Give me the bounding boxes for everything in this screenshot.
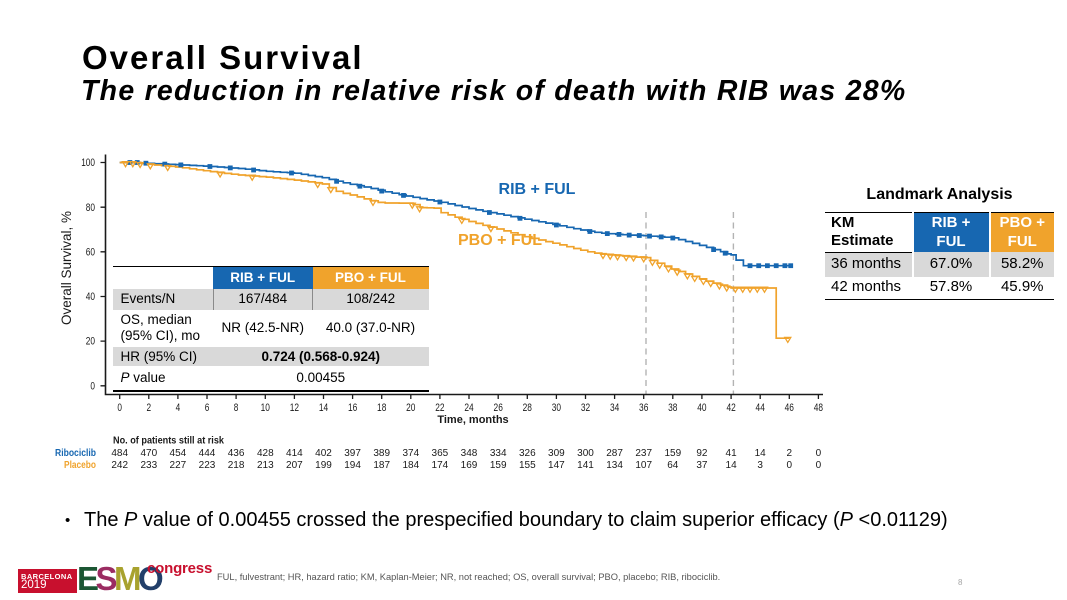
svg-text:444: 444 [199,448,216,459]
svg-text:30: 30 [552,402,561,414]
svg-text:14: 14 [319,402,328,414]
svg-text:28: 28 [523,402,532,414]
svg-text:2: 2 [147,402,152,414]
svg-text:227: 227 [170,460,187,471]
svg-text:12: 12 [290,402,299,414]
svg-text:237: 237 [635,448,652,459]
svg-text:20: 20 [406,402,415,414]
svg-text:60: 60 [86,246,95,258]
svg-text:107: 107 [635,460,652,471]
svg-text:199: 199 [315,460,332,471]
svg-text:233: 233 [140,460,157,471]
svg-text:0: 0 [816,460,822,471]
svg-text:PBO + FUL: PBO + FUL [458,232,542,249]
svg-text:32: 32 [581,402,590,414]
svg-text:37: 37 [696,460,708,471]
svg-text:18: 18 [377,402,386,414]
svg-text:194: 194 [344,460,361,471]
svg-text:213: 213 [257,460,274,471]
svg-text:0: 0 [787,460,793,471]
svg-text:159: 159 [490,460,507,471]
svg-text:187: 187 [373,460,390,471]
svg-text:26: 26 [494,402,503,414]
svg-text:34: 34 [610,402,619,414]
svg-text:38: 38 [668,402,677,414]
svg-text:22: 22 [435,402,444,414]
svg-text:0: 0 [816,448,822,459]
svg-text:223: 223 [199,460,216,471]
svg-text:242: 242 [111,460,128,471]
svg-text:No. of patients still at risk: No. of patients still at risk [113,436,224,447]
svg-text:46: 46 [785,402,794,414]
svg-text:326: 326 [519,448,536,459]
svg-text:0: 0 [117,402,122,414]
svg-text:3: 3 [757,460,763,471]
svg-text:147: 147 [548,460,565,471]
svg-text:Time, months: Time, months [437,414,508,426]
svg-text:436: 436 [228,448,245,459]
svg-text:40: 40 [697,402,706,414]
svg-text:8: 8 [234,402,239,414]
svg-text:484: 484 [111,448,128,459]
svg-text:42: 42 [726,402,735,414]
svg-text:14: 14 [755,448,767,459]
svg-text:287: 287 [606,448,623,459]
svg-text:207: 207 [286,460,303,471]
svg-text:14: 14 [726,460,738,471]
svg-text:RIB + FUL: RIB + FUL [499,181,576,198]
svg-text:414: 414 [286,448,303,459]
svg-text:4: 4 [176,402,181,414]
svg-text:454: 454 [170,448,187,459]
svg-text:2: 2 [787,448,793,459]
svg-text:134: 134 [606,460,623,471]
svg-text:348: 348 [461,448,478,459]
svg-text:428: 428 [257,448,274,459]
svg-text:159: 159 [664,448,681,459]
svg-text:0: 0 [90,380,95,392]
svg-text:300: 300 [577,448,594,459]
svg-text:Overall Survival, %: Overall Survival, % [59,211,74,325]
svg-text:6: 6 [205,402,210,414]
svg-text:169: 169 [461,460,478,471]
svg-text:41: 41 [726,448,738,459]
svg-text:40: 40 [86,291,95,303]
svg-text:80: 80 [86,202,95,214]
svg-text:334: 334 [490,448,507,459]
svg-text:184: 184 [402,460,419,471]
svg-text:36: 36 [639,402,648,414]
svg-text:389: 389 [373,448,390,459]
svg-text:174: 174 [432,460,449,471]
svg-text:397: 397 [344,448,361,459]
svg-text:Ribociclib: Ribociclib [55,448,96,459]
svg-text:44: 44 [756,402,765,414]
svg-text:374: 374 [402,448,419,459]
svg-text:155: 155 [519,460,536,471]
svg-text:100: 100 [81,157,95,169]
svg-text:20: 20 [86,336,95,348]
svg-text:Placebo: Placebo [64,460,96,471]
svg-text:365: 365 [432,448,449,459]
svg-text:24: 24 [464,402,473,414]
svg-text:64: 64 [667,460,679,471]
svg-text:470: 470 [140,448,157,459]
svg-text:309: 309 [548,448,565,459]
svg-text:141: 141 [577,460,594,471]
svg-text:92: 92 [696,448,708,459]
svg-text:16: 16 [348,402,357,414]
svg-text:48: 48 [814,402,823,414]
svg-text:218: 218 [228,460,245,471]
svg-text:402: 402 [315,448,332,459]
svg-text:10: 10 [261,402,270,414]
